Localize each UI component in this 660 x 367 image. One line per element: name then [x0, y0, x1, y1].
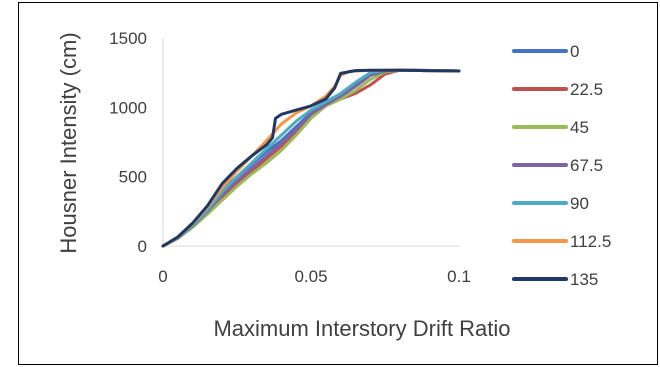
- series-line-67-5: [161, 68, 461, 248]
- axes: [162, 38, 459, 247]
- y-tick-label: 0: [138, 237, 147, 256]
- x-axis-title: Maximum Interstory Drift Ratio: [213, 316, 510, 341]
- y-axis-title: Housner Intensity (cm): [56, 32, 81, 253]
- series-group: [161, 68, 461, 248]
- chart-frame: [18, 2, 658, 365]
- y-tick-label: 1000: [109, 98, 147, 117]
- legend-label: 90: [570, 194, 589, 213]
- series-line-22-5: [161, 68, 461, 248]
- series-line-112-5: [161, 68, 461, 248]
- series-line-135: [161, 68, 461, 248]
- y-tick-label: 1500: [109, 29, 147, 48]
- x-tick-label: 0: [158, 267, 167, 286]
- legend-label: 135: [570, 270, 598, 289]
- series-line-90: [161, 68, 461, 248]
- x-tick-label: 0.1: [447, 267, 471, 286]
- legend-label: 22.5: [570, 80, 603, 99]
- series-line-45: [161, 68, 461, 248]
- legend-label: 67.5: [570, 156, 603, 175]
- legend-label: 112.5: [570, 232, 611, 251]
- legend: 0 22.5 45 67.5 90 112.5 135: [512, 42, 611, 289]
- legend-label: 45: [570, 118, 589, 137]
- series-line-0: [161, 68, 461, 248]
- x-tick-label: 0.05: [294, 267, 327, 286]
- y-tick-label: 500: [119, 168, 147, 187]
- legend-label: 0: [570, 42, 579, 61]
- tick-labels: 0 0.05 0.1 0 500 1000 1500: [109, 29, 471, 286]
